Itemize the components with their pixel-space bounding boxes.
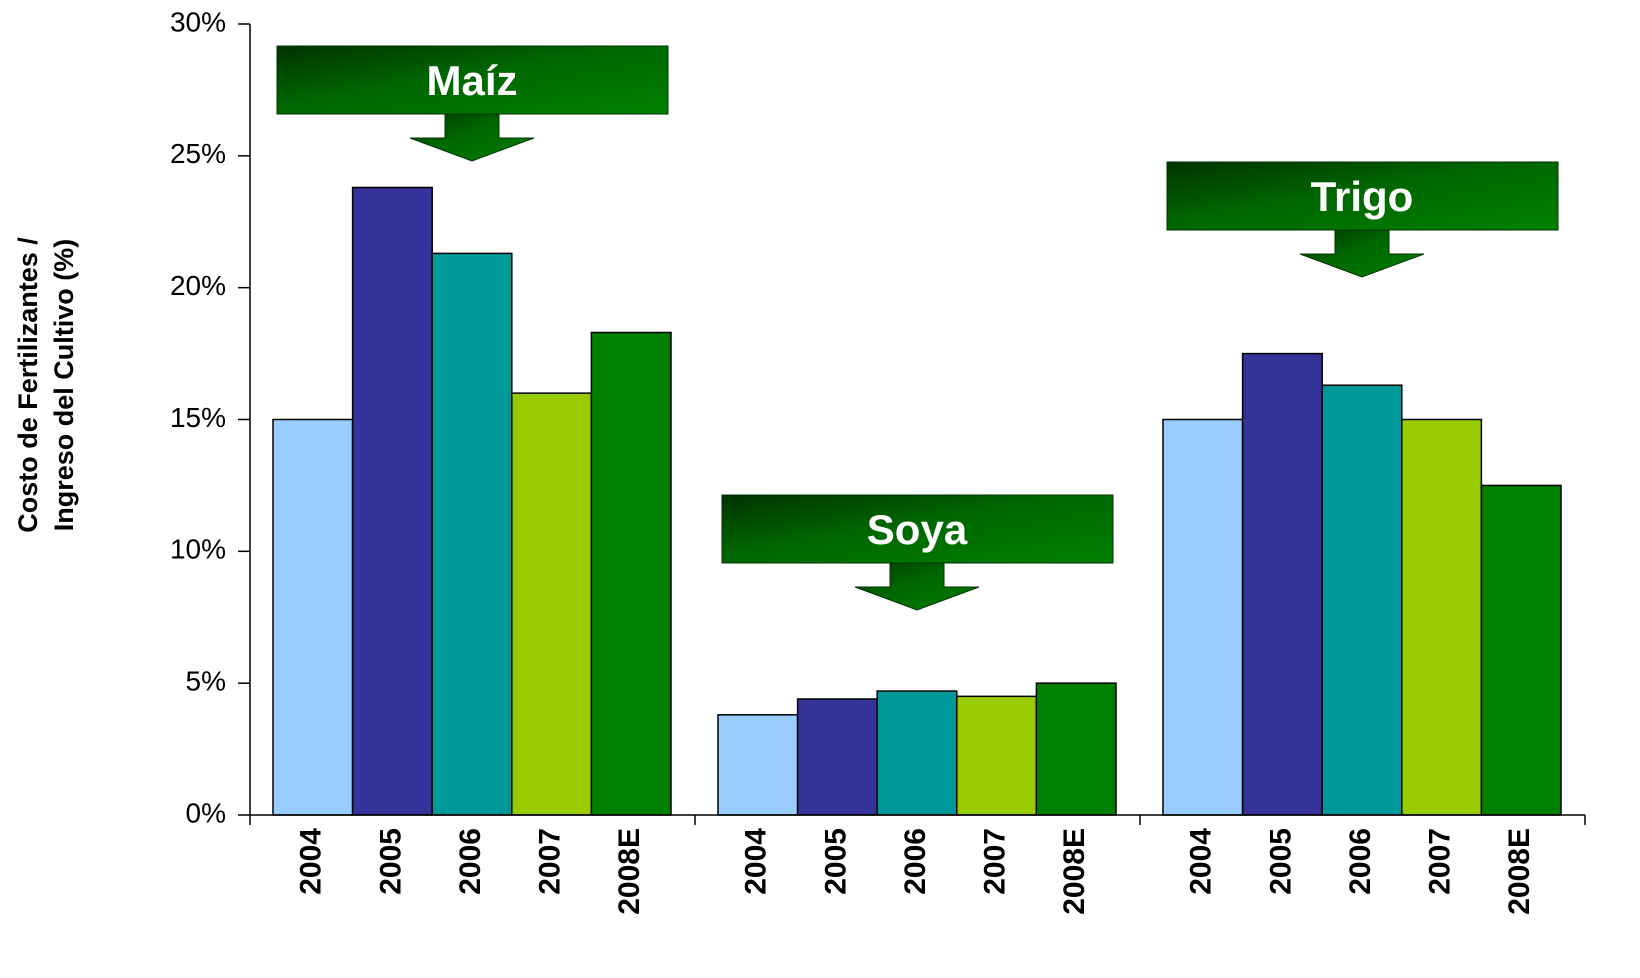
x-tick-label: 2004: [740, 828, 773, 895]
y-axis-label: Costo de Fertilizantes /: [13, 237, 43, 533]
bar: [272, 418, 354, 816]
x-tick-label: 2007: [1424, 828, 1457, 895]
bar: [351, 186, 433, 816]
bar: [431, 252, 513, 816]
bar: [1480, 484, 1562, 816]
x-tick-label: 2005: [374, 828, 407, 895]
y-tick-label: 0%: [186, 797, 226, 828]
x-tick-label: 2006: [1344, 828, 1377, 895]
bar: [876, 690, 958, 816]
x-tick-label: 2008E: [613, 828, 646, 915]
x-tick-label: 2008E: [1503, 828, 1536, 915]
y-tick-label: 25%: [170, 138, 226, 169]
bar: [1035, 682, 1117, 816]
banner: [276, 45, 669, 115]
bar: [717, 714, 799, 816]
y-tick-label: 30%: [170, 6, 226, 37]
x-tick-label: 2005: [1264, 828, 1297, 895]
banner: [1166, 161, 1559, 231]
bar: [511, 392, 593, 816]
group-label: Maíz: [426, 57, 517, 104]
x-tick-label: 2004: [1185, 828, 1218, 895]
arrow: [1299, 227, 1425, 278]
bar: [796, 698, 878, 816]
y-axis-label: Ingreso del Cultivo (%): [49, 239, 79, 532]
bar: [1401, 418, 1483, 816]
x-tick-label: 2006: [454, 828, 487, 895]
x-tick-label: 2007: [534, 828, 567, 895]
bar: [956, 695, 1038, 816]
x-tick-label: 2004: [295, 828, 328, 895]
x-tick-label: 2008E: [1058, 828, 1091, 915]
arrow: [854, 560, 980, 611]
bar: [1241, 352, 1323, 816]
y-tick-label: 15%: [170, 402, 226, 433]
x-tick-label: 2007: [979, 828, 1012, 895]
y-tick-label: 5%: [186, 666, 226, 697]
x-tick-label: 2006: [899, 828, 932, 895]
banner: [721, 494, 1114, 564]
group-label: Trigo: [1311, 173, 1414, 220]
x-tick-label: 2005: [819, 828, 852, 895]
bar: [1321, 384, 1403, 816]
y-tick-label: 20%: [170, 270, 226, 301]
y-tick-label: 10%: [170, 534, 226, 565]
arrow: [409, 111, 535, 162]
bar: [1162, 418, 1244, 816]
group-label: Soya: [867, 506, 968, 553]
bar: [590, 331, 672, 816]
